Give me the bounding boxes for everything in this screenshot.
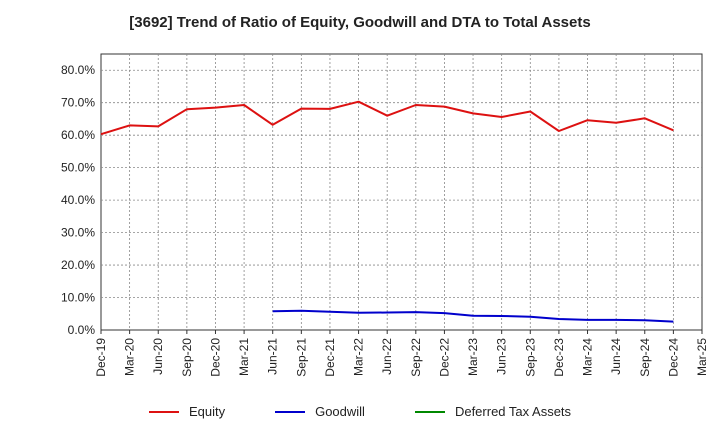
legend-swatch-deferred-tax-assets bbox=[414, 410, 445, 413]
x-tick-label: Sep-20 bbox=[180, 338, 194, 377]
legend-item-deferred-tax-assets: Deferred Tax Assets bbox=[414, 404, 572, 419]
y-tick-label: 40.0% bbox=[61, 193, 95, 207]
plot-frame bbox=[100, 53, 703, 331]
x-tick-label: Mar-21 bbox=[237, 338, 251, 376]
x-tick-label: Mar-22 bbox=[352, 338, 366, 376]
x-tick-label: Mar-23 bbox=[466, 338, 480, 376]
y-tick-label: 70.0% bbox=[61, 96, 95, 110]
y-tick-label: 10.0% bbox=[61, 291, 95, 305]
legend-item-equity: Equity bbox=[148, 404, 226, 419]
legend-swatch-equity bbox=[148, 410, 179, 413]
y-tick-label: 60.0% bbox=[61, 128, 95, 142]
x-tick-label: Mar-24 bbox=[581, 338, 595, 376]
y-tick-label: 0.0% bbox=[68, 323, 96, 337]
x-tick-label: Mar-25 bbox=[695, 338, 709, 376]
series-line-equity bbox=[100, 100, 674, 136]
legend-item-goodwill: Goodwill bbox=[275, 404, 365, 419]
x-tick-label: Jun-20 bbox=[151, 338, 165, 375]
legend-swatch-goodwill bbox=[275, 410, 306, 413]
y-tick-label: 30.0% bbox=[61, 226, 95, 240]
x-tick-label: Sep-22 bbox=[409, 338, 423, 377]
x-tick-label: Dec-19 bbox=[94, 338, 108, 377]
x-tick-label: Jun-24 bbox=[609, 338, 623, 375]
legend-label: Equity bbox=[188, 404, 226, 419]
x-tick-label: Jun-21 bbox=[266, 338, 280, 375]
y-tick-label: 80.0% bbox=[61, 63, 95, 77]
x-tick-label: Dec-24 bbox=[666, 338, 680, 377]
series-line-goodwill bbox=[272, 309, 674, 323]
x-tick-label: Dec-22 bbox=[437, 338, 451, 377]
chart-title: [3692] Trend of Ratio of Equity, Goodwil… bbox=[129, 14, 591, 31]
x-tick-label: Jun-22 bbox=[380, 338, 394, 375]
x-tick-label: Sep-23 bbox=[523, 338, 537, 377]
y-tick-label: 20.0% bbox=[61, 258, 95, 272]
x-tick-label: Dec-20 bbox=[208, 338, 222, 377]
legend-label: Deferred Tax Assets bbox=[454, 404, 572, 419]
chart-legend: Equity Goodwill Deferred Tax Assets bbox=[0, 404, 720, 419]
x-tick-label: Sep-24 bbox=[638, 338, 652, 377]
legend-label: Goodwill bbox=[315, 404, 365, 419]
x-tick-label: Sep-21 bbox=[294, 338, 308, 377]
y-tick-label: 50.0% bbox=[61, 161, 95, 175]
x-tick-label: Dec-21 bbox=[323, 338, 337, 377]
chart-plot: 0.0% 10.0% 20.0% 30.0% 40.0% 50.0% 60.0% 70.0% 8… bbox=[61, 53, 709, 377]
x-tick-label: Dec-23 bbox=[552, 338, 566, 377]
x-tick-label: Mar-20 bbox=[123, 338, 137, 376]
x-tick-label: Jun-23 bbox=[495, 338, 509, 375]
